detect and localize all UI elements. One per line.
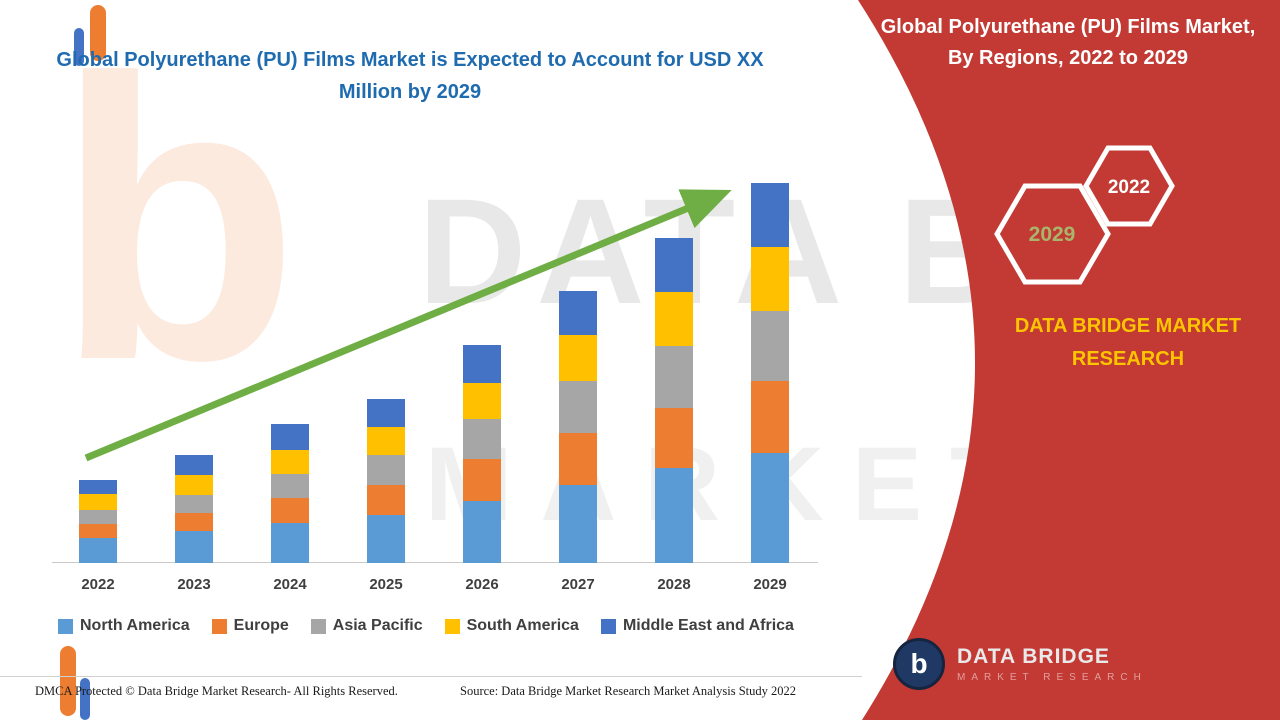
legend-swatch-north-america — [58, 618, 73, 634]
legend-item-south-america: South America — [444, 617, 579, 635]
legend-item-asia-pacific: Asia Pacific — [310, 617, 423, 635]
footer-divider — [0, 676, 862, 677]
decoration-blue-bar-bottom — [80, 678, 90, 720]
x-axis-line — [52, 562, 818, 563]
legend-swatch-middle-east-and-africa — [600, 618, 616, 634]
legend-item-north-america: North America — [58, 617, 190, 635]
side-panel-title: Global Polyurethane (PU) Films Market, B… — [880, 16, 1256, 69]
legend-swatch-asia-pacific — [310, 618, 326, 634]
legend-item-europe: Europe — [211, 617, 289, 635]
footer-source-text: Source: Data Bridge Market Research Mark… — [460, 684, 797, 698]
legend-label-europe: Europe — [233, 617, 289, 634]
company-logo-title: DATA BRIDGE — [957, 645, 1110, 668]
decoration-blue-bar-top — [74, 28, 84, 66]
chart-legend: North America Europe Asia Pacific South Ame… — [58, 617, 794, 635]
legend-item-middle-east-and-africa: Middle East and Africa — [600, 617, 794, 635]
page-title: Global Polyurethane (PU) Films Market is… — [56, 49, 764, 103]
legend-label-north-america: North America — [80, 617, 190, 634]
company-logo-icon: b — [893, 638, 945, 690]
legend-label-south-america: South America — [466, 617, 579, 634]
company-logo-subtitle: MARKET RESEARCH — [957, 672, 1147, 683]
decoration-orange-bar-bottom — [60, 646, 76, 716]
footer-dmca-text: DMCA Protected © Data Bridge Market Rese… — [35, 684, 398, 698]
legend-label-asia-pacific: Asia Pacific — [332, 617, 423, 634]
brand-name-text: DATA BRIDGE MARKET RESEARCH — [1014, 315, 1242, 370]
company-logo: b DATA BRIDGE MARKET RESEARCH — [893, 638, 1147, 690]
legend-swatch-south-america — [444, 618, 460, 634]
decoration-orange-bar-top — [90, 5, 106, 61]
company-logo-text: DATA BRIDGE MARKET RESEARCH — [957, 645, 1147, 683]
legend-swatch-europe — [211, 618, 227, 634]
legend-label-middle-east-and-africa: Middle East and Africa — [622, 617, 794, 634]
